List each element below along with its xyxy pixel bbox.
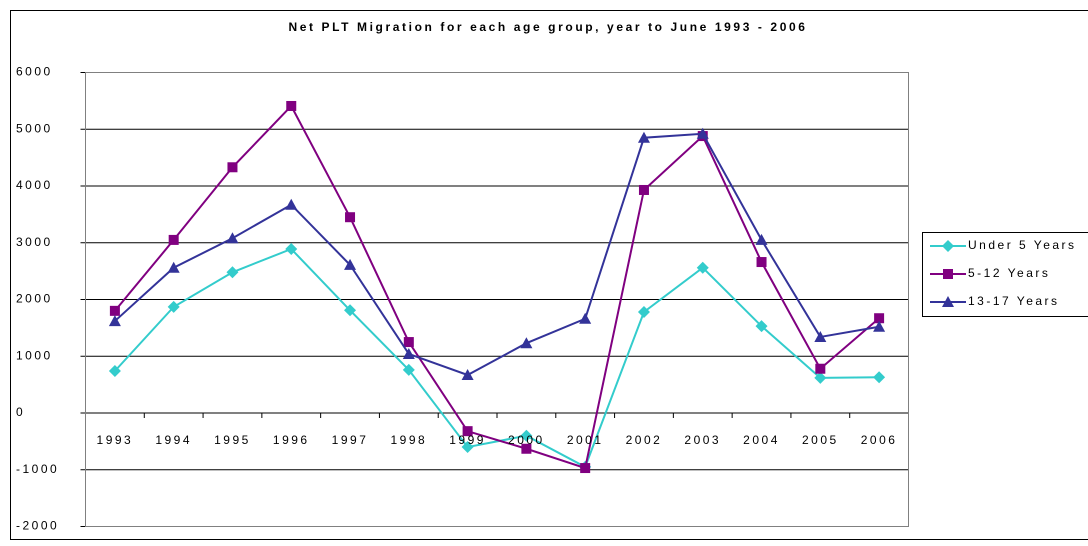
y-tick-label: 4000	[16, 178, 53, 192]
data-point	[345, 212, 355, 222]
x-tick-label: 1996	[273, 433, 310, 447]
x-tick-label: 2001	[567, 433, 604, 447]
data-point	[639, 185, 649, 195]
data-point	[286, 101, 296, 111]
data-point	[227, 162, 237, 172]
legend-marker	[943, 269, 953, 279]
y-tick-label: 0	[16, 405, 25, 419]
legend-label: 13-17 Years	[968, 294, 1060, 308]
y-tick-label: 6000	[16, 65, 53, 79]
y-tick-label: 3000	[16, 235, 53, 249]
y-tick-label: 1000	[16, 348, 53, 362]
data-point	[169, 235, 179, 245]
y-tick-label: 2000	[16, 292, 53, 306]
chart-title: Net PLT Migration for each age group, ye…	[288, 20, 807, 34]
x-tick-label: 2004	[743, 433, 780, 447]
x-tick-label: 1999	[449, 433, 486, 447]
x-tick-label: 2006	[861, 433, 898, 447]
x-tick-label: 1995	[214, 433, 251, 447]
y-tick-label: -1000	[16, 462, 59, 476]
x-tick-label: 1993	[97, 433, 134, 447]
x-tick-label: 2000	[508, 433, 545, 447]
data-point	[815, 364, 825, 374]
data-point	[110, 306, 120, 316]
legend-label: 5-12 Years	[968, 266, 1050, 280]
data-point	[404, 337, 414, 347]
data-point	[580, 463, 590, 473]
x-tick-label: 1994	[155, 433, 192, 447]
y-tick-label: -2000	[16, 519, 59, 533]
x-tick-label: 2005	[802, 433, 839, 447]
x-tick-label: 1997	[332, 433, 369, 447]
y-tick-label: 5000	[16, 121, 53, 135]
x-tick-label: 2002	[626, 433, 663, 447]
x-tick-label: 2003	[684, 433, 721, 447]
x-tick-label: 1998	[390, 433, 427, 447]
legend-label: Under 5 Years	[968, 238, 1077, 252]
data-point	[757, 257, 767, 267]
